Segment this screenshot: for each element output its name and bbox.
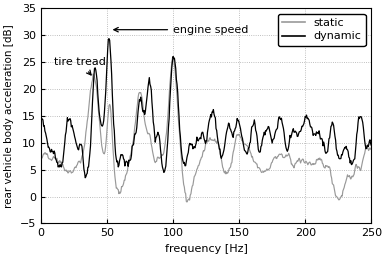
- Y-axis label: rear vehicle body acceleration [dB]: rear vehicle body acceleration [dB]: [4, 24, 14, 208]
- Legend: static, dynamic: static, dynamic: [278, 14, 366, 46]
- Text: tire tread: tire tread: [54, 57, 106, 75]
- Text: engine speed: engine speed: [114, 25, 249, 35]
- X-axis label: frequency [Hz]: frequency [Hz]: [165, 244, 247, 254]
